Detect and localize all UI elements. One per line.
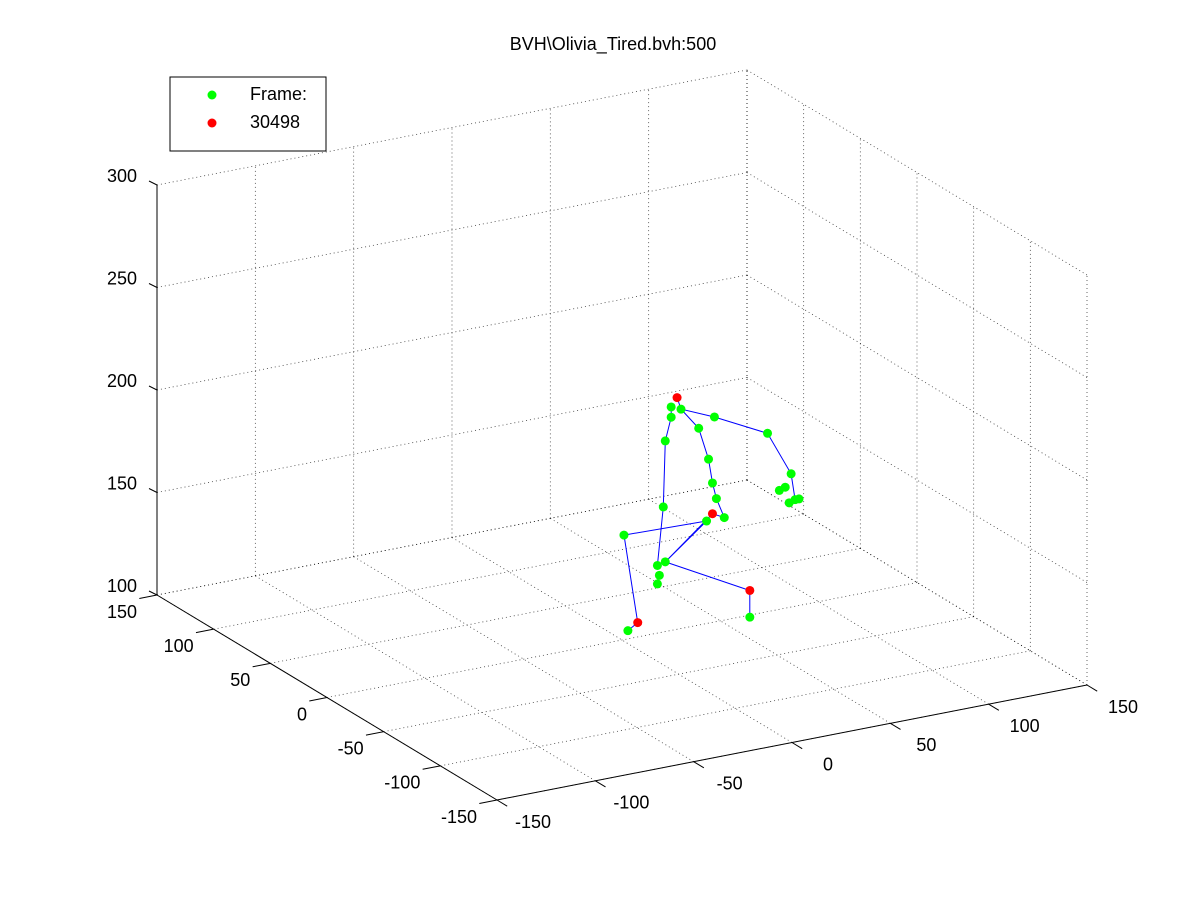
grid-line — [213, 513, 804, 630]
joint-marker — [719, 513, 729, 523]
joint-marker — [619, 530, 629, 540]
x-tick — [890, 722, 901, 730]
grid-line — [383, 616, 974, 733]
joint-marker — [707, 509, 717, 519]
legend-marker — [207, 90, 217, 100]
joint-marker — [666, 402, 676, 412]
x-tick-label: -100 — [613, 793, 649, 813]
grid-line — [156, 377, 748, 493]
z-tick-label: 300 — [107, 166, 137, 186]
chart-title: BVH\Olivia_Tired.bvh:500 — [510, 34, 716, 55]
grid-line — [156, 172, 748, 288]
z-tick-label: 200 — [107, 371, 137, 391]
x-tick — [988, 703, 1000, 711]
joint-marker — [794, 494, 804, 504]
legend-label: 30498 — [250, 112, 300, 132]
joint-marker — [694, 423, 704, 433]
legend-box — [169, 76, 327, 152]
x-tick — [1086, 684, 1098, 692]
joint-marker — [774, 485, 784, 495]
x-tick-label: -150 — [515, 812, 551, 832]
grid-line — [270, 547, 861, 664]
grid-line — [156, 274, 748, 391]
joint-marker — [704, 454, 714, 464]
joint-marker — [652, 579, 662, 589]
joint-marker — [633, 618, 643, 628]
joint-marker — [660, 557, 670, 567]
z-tick — [148, 385, 158, 391]
y-tick-label: 100 — [164, 636, 194, 656]
x-tick — [693, 761, 705, 769]
x-tick-label: -50 — [717, 773, 743, 793]
grid-line — [440, 650, 1031, 767]
y-tick-label: 0 — [297, 704, 307, 724]
y-tick — [479, 799, 498, 804]
joint-marker — [763, 428, 773, 438]
z-tick-label: 100 — [107, 576, 137, 596]
joint-marker — [745, 612, 755, 622]
y-tick-label: 150 — [107, 602, 137, 622]
joint-marker — [672, 393, 682, 403]
y-tick-label: -100 — [384, 773, 420, 793]
joint-marker — [702, 516, 712, 526]
legend-marker — [207, 118, 217, 128]
joint-marker — [658, 502, 668, 512]
y-tick — [195, 628, 214, 634]
joint-marker — [654, 570, 664, 580]
y-tick-label: 50 — [230, 670, 250, 690]
x-tick — [791, 742, 803, 750]
joint-marker — [745, 585, 755, 595]
y-tick — [139, 594, 158, 599]
x-tick — [496, 799, 508, 807]
joint-marker — [666, 412, 676, 422]
grid-line — [156, 69, 748, 186]
joint-marker — [784, 498, 794, 508]
legend: Frame: 30498 — [169, 76, 327, 152]
joint-marker — [652, 560, 662, 570]
x-tick-label: 50 — [916, 735, 936, 755]
x-tick-label: 0 — [823, 754, 833, 774]
x-tick-label: 150 — [1108, 697, 1138, 717]
y-tick — [309, 697, 328, 702]
y-tick — [422, 765, 441, 770]
x-tick-label: 100 — [1010, 716, 1040, 736]
joint-marker — [786, 469, 796, 479]
legend-label: Frame: — [250, 84, 307, 104]
y-tick — [252, 662, 271, 668]
grid-line — [326, 582, 918, 698]
joint-marker — [676, 404, 686, 414]
joint-marker — [660, 436, 670, 446]
joint-marker — [623, 626, 633, 636]
z-tick — [148, 180, 158, 186]
joint-marker — [711, 494, 721, 504]
z-tick-label: 250 — [107, 268, 137, 288]
y-tick-label: -50 — [338, 738, 364, 758]
z-tick — [148, 590, 158, 596]
y-tick — [365, 731, 384, 736]
joint-marker — [709, 412, 719, 422]
z-tick — [148, 488, 158, 493]
joint-marker — [707, 478, 717, 488]
grid-line — [746, 172, 1088, 378]
x-tick — [595, 780, 606, 788]
y-tick-label: -150 — [441, 807, 477, 827]
grid-line — [746, 377, 1088, 583]
z-tick-label: 150 — [107, 473, 137, 493]
z-tick — [148, 283, 158, 288]
grid-line — [156, 479, 748, 596]
